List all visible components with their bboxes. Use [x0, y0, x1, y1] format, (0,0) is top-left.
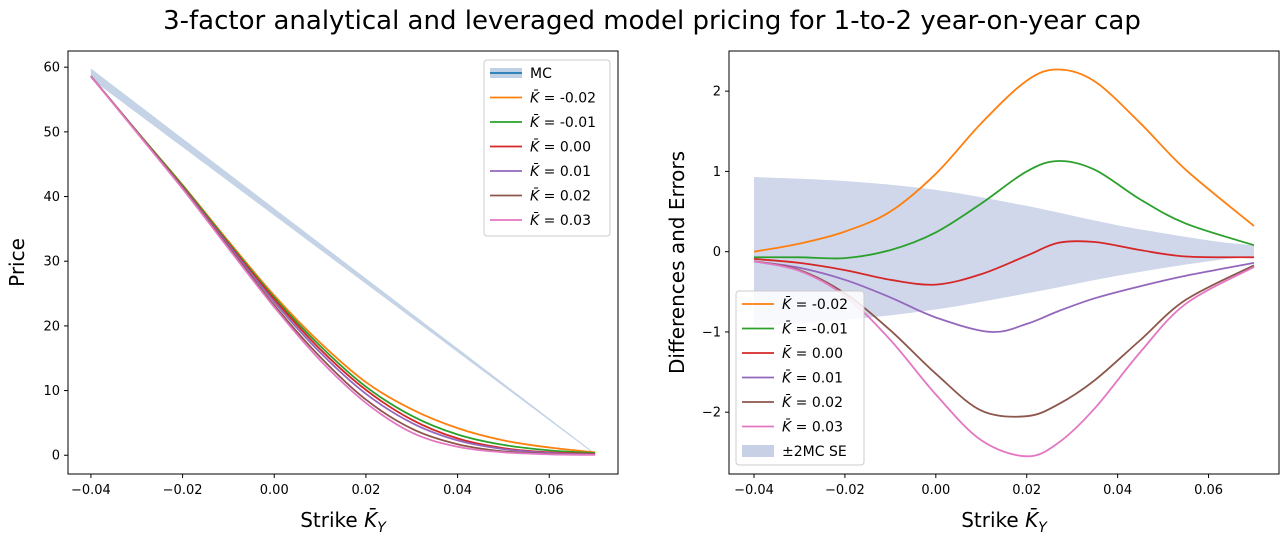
legend-label-se: ±2MC SE [782, 444, 847, 460]
x-tick-label: −0.02 [825, 483, 865, 498]
legend-label-3: K̄ = 0.01 [530, 162, 591, 180]
y-axis-label: Differences and Errors [665, 151, 689, 374]
y-tick-label: −2 [702, 406, 721, 421]
x-tick-label: 0.00 [260, 483, 289, 498]
y-tick-label: 0 [713, 245, 721, 260]
legend: K̄ = -0.02 K̄ = -0.01 K̄ = 0.00 K̄ = 0.01 K̄… [735, 290, 865, 466]
series-line-3 [753, 260, 1255, 333]
x-tick-label: 0.06 [1194, 483, 1223, 498]
axes-frame [67, 50, 619, 475]
series-line-0 [753, 68, 1255, 253]
price-chart: −0.04 −0.02 0.00 0.02 0.04 0.06 0 10 20 30 40 50 60 S… [5, 50, 619, 534]
x-axis-label: Strike K̄Y [300, 507, 387, 534]
x-axis-label: Strike K̄Y [961, 507, 1048, 534]
differences-chart: −0.04 −0.02 0.00 0.02 0.04 0.06 −2 −1 0 1 2 Strike … [665, 50, 1280, 534]
legend-swatch-se-band [742, 445, 774, 457]
legend-label-5: K̄ = 0.03 [530, 211, 591, 229]
legend-label-3: K̄ = 0.01 [782, 369, 843, 387]
y-tick-label: 1 [713, 165, 721, 180]
y-tick-label: 30 [43, 255, 60, 270]
axes-frame [728, 50, 1280, 475]
legend-label-0: K̄ = -0.02 [782, 295, 848, 313]
legend-label-5: K̄ = 0.03 [782, 418, 843, 436]
x-tick-label: 0.02 [1012, 483, 1041, 498]
legend-frame [735, 290, 865, 466]
band-mc [90, 68, 596, 455]
series-line-2 [753, 240, 1255, 286]
legend-label-1: K̄ = -0.01 [530, 113, 596, 131]
y-tick-label: 50 [43, 125, 60, 140]
legend-label-mc: MC [530, 66, 552, 82]
figure-title: 3-factor analytical and leveraged model … [163, 6, 1141, 36]
x-tick-label: −0.04 [71, 483, 111, 498]
legend-frame [483, 59, 611, 237]
y-tick-label: 0 [52, 449, 60, 464]
legend-label-2: K̄ = 0.00 [782, 344, 843, 362]
y-axis-label: Price [5, 238, 29, 287]
legend-label-1: K̄ = -0.01 [782, 320, 848, 338]
y-tick-label: −1 [702, 325, 721, 340]
series-line-1 [753, 160, 1255, 260]
y-tick-label: 40 [43, 190, 60, 205]
legend: MC K̄ = -0.02 K̄ = -0.01 K̄ = 0.00 K̄ = 0.01… [483, 59, 611, 237]
y-tick-label: 10 [43, 384, 60, 399]
legend-label-4: K̄ = 0.02 [530, 187, 591, 205]
plot-area [90, 68, 596, 456]
x-tick-label: −0.02 [163, 483, 203, 498]
band-mc-se [754, 177, 1254, 327]
y-tick-label: 2 [713, 85, 721, 100]
x-tick-label: 0.06 [535, 483, 564, 498]
y-tick-label: 60 [43, 61, 60, 76]
legend-label-0: K̄ = -0.02 [530, 89, 596, 107]
x-tick-label: 0.02 [351, 483, 380, 498]
legend-label-2: K̄ = 0.00 [530, 138, 591, 156]
x-tick-label: 0.00 [921, 483, 950, 498]
y-tick-label: 20 [43, 319, 60, 334]
x-tick-label: −0.04 [734, 483, 774, 498]
legend-label-4: K̄ = 0.02 [782, 393, 843, 411]
x-tick-label: 0.04 [443, 483, 472, 498]
series-line-5 [90, 75, 596, 456]
x-tick-label: 0.04 [1103, 483, 1132, 498]
